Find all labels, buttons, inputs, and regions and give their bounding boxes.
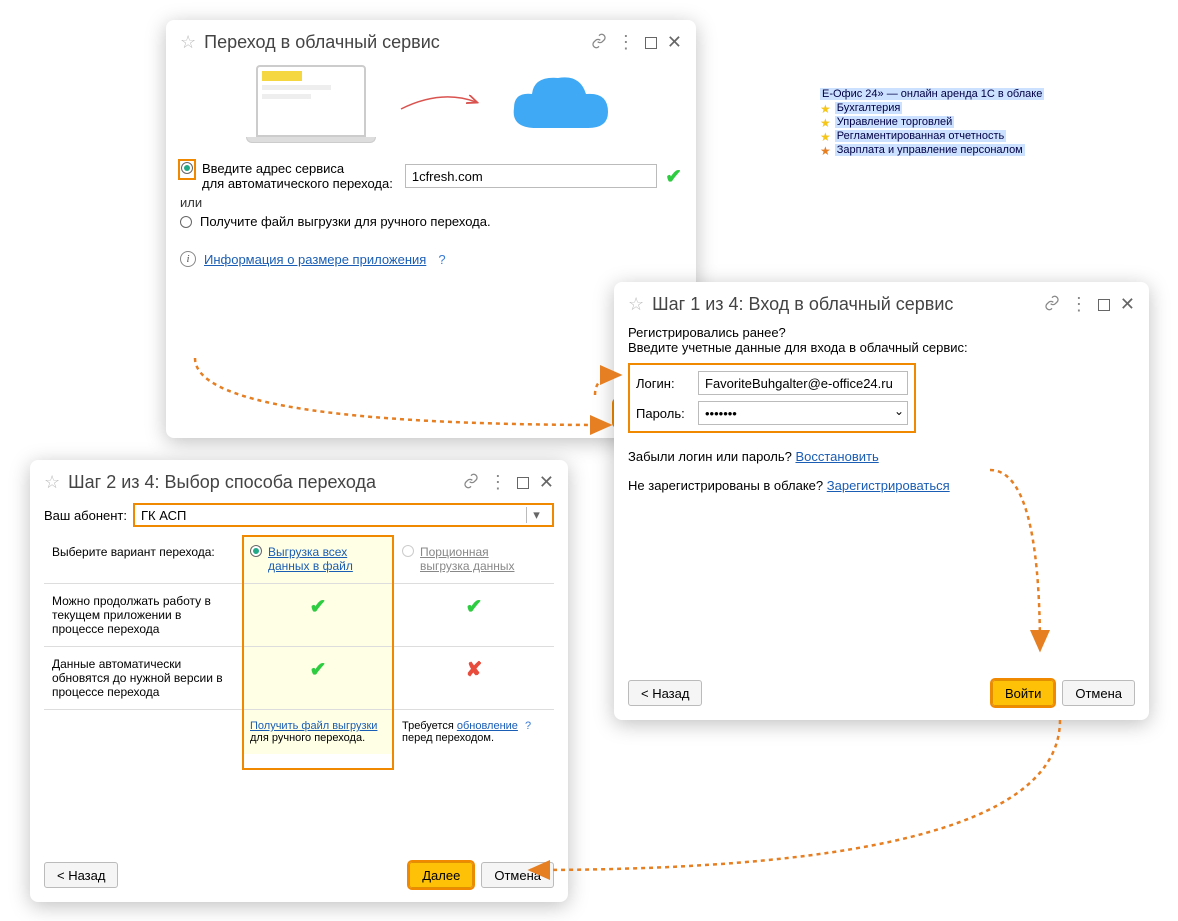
credentials-box: Логин: Пароль: ⌄ — [628, 363, 916, 433]
sidebar-promo: Е-Офис 24» — онлайн аренда 1С в облаке ★… — [820, 88, 1044, 158]
info-icon: i — [180, 251, 196, 267]
radio-auto[interactable] — [181, 162, 193, 174]
option-auto-line2: для автоматического перехода: — [202, 176, 393, 191]
abonent-label: Ваш абонент: — [44, 508, 127, 523]
choice-table: Выберите вариант перехода: Выгрузка всех… — [44, 535, 554, 754]
chevron-down-icon[interactable]: ▾ — [526, 507, 546, 523]
row-continue-work: Можно продолжать работу в текущем прилож… — [44, 584, 242, 647]
radio-portion-export[interactable] — [402, 545, 414, 557]
row-head: Выберите вариант перехода: — [44, 535, 242, 584]
close-icon[interactable]: ✕ — [539, 472, 554, 493]
noreg-text: Не зарегистрированы в облаке? — [628, 478, 823, 493]
check-icon: ✔ — [310, 659, 327, 681]
arrow-icon — [396, 84, 486, 124]
titlebar: ☆ Переход в облачный сервис ⋮ ✕ — [180, 32, 682, 53]
next-button[interactable]: Далее — [409, 862, 473, 888]
link-icon[interactable] — [463, 473, 479, 492]
opt-portion-export[interactable]: Порционнаявыгрузка данных — [420, 545, 515, 573]
window-step1-login: ☆ Шаг 1 из 4: Вход в облачный сервис ⋮ ✕… — [614, 282, 1149, 720]
prompt-sub: Введите учетные данные для входа в облач… — [628, 340, 1135, 355]
abonent-select[interactable]: ГК АСП ▾ — [133, 503, 554, 527]
password-input[interactable] — [698, 401, 908, 425]
option-manual: Получите файл выгрузки для ручного перех… — [180, 214, 682, 229]
maximize-icon[interactable] — [1098, 299, 1110, 311]
more-icon[interactable]: ⋮ — [617, 38, 635, 47]
or-label: или — [180, 195, 682, 210]
radio-manual[interactable] — [180, 216, 192, 228]
maximize-icon[interactable] — [517, 477, 529, 489]
laptop-icon — [246, 65, 376, 143]
abonent-value: ГК АСП — [141, 508, 186, 523]
close-icon[interactable]: ✕ — [667, 32, 682, 53]
service-address-input[interactable] — [405, 164, 657, 188]
get-export-rest: для ручного перехода. — [250, 732, 365, 744]
login-button[interactable]: Войти — [992, 680, 1054, 706]
check-icon: ✔ — [466, 596, 483, 618]
star-icon: ★ — [820, 144, 831, 158]
link-icon[interactable] — [591, 33, 607, 52]
window-step2-method: ☆ Шаг 2 из 4: Выбор способа перехода ⋮ ✕… — [30, 460, 568, 902]
prompt-registered: Регистрировались ранее? — [628, 325, 1135, 340]
link-icon[interactable] — [1044, 295, 1060, 314]
titlebar: ☆ Шаг 1 из 4: Вход в облачный сервис ⋮ ✕ — [628, 294, 1135, 315]
forgot-text: Забыли логин или пароль? — [628, 449, 792, 464]
promo-title: Е-Офис 24» — онлайн аренда 1С в облаке — [820, 88, 1044, 100]
back-button[interactable]: < Назад — [44, 862, 118, 888]
star-icon: ★ — [820, 102, 831, 116]
titlebar: ☆ Шаг 2 из 4: Выбор способа перехода ⋮ ✕ — [44, 472, 554, 493]
noreg-link[interactable]: Зарегистрироваться — [827, 478, 950, 493]
window-title: Шаг 2 из 4: Выбор способа перехода — [68, 472, 455, 493]
transition-graphic — [180, 65, 682, 143]
window-title: Шаг 1 из 4: Вход в облачный сервис — [652, 294, 1036, 315]
star-icon[interactable]: ☆ — [44, 472, 60, 493]
check-icon: ✔ — [665, 164, 682, 189]
login-input[interactable] — [698, 371, 908, 395]
option-auto-line1: Введите адрес сервиса — [202, 161, 393, 176]
chevron-down-icon[interactable]: ⌄ — [894, 404, 904, 418]
cancel-button[interactable]: Отмена — [481, 862, 554, 888]
update-link[interactable]: обновление — [457, 720, 518, 732]
row-auto-update: Данные автоматически обновятся до нужной… — [44, 647, 242, 710]
check-icon: ✔ — [310, 596, 327, 618]
back-button[interactable]: < Назад — [628, 680, 702, 706]
forgot-link[interactable]: Восстановить — [795, 449, 878, 464]
radio-full-export[interactable] — [250, 545, 262, 557]
option-auto: Введите адрес сервиса для автоматическог… — [180, 161, 682, 191]
login-label: Логин: — [636, 376, 692, 391]
info-link[interactable]: Информация о размере приложения — [204, 252, 426, 267]
star-icon[interactable]: ☆ — [180, 32, 196, 53]
star-icon: ★ — [820, 116, 831, 130]
option-manual-label: Получите файл выгрузки для ручного перех… — [200, 214, 491, 229]
star-icon[interactable]: ☆ — [628, 294, 644, 315]
help-icon[interactable]: ? — [438, 252, 445, 267]
maximize-icon[interactable] — [645, 37, 657, 49]
close-icon[interactable]: ✕ — [1120, 294, 1135, 315]
window-title: Переход в облачный сервис — [204, 32, 583, 53]
more-icon[interactable]: ⋮ — [489, 478, 507, 487]
more-icon[interactable]: ⋮ — [1070, 300, 1088, 309]
help-icon[interactable]: ? — [525, 720, 531, 732]
cancel-button[interactable]: Отмена — [1062, 680, 1135, 706]
star-icon: ★ — [820, 130, 831, 144]
radio-highlight — [180, 161, 194, 178]
password-label: Пароль: — [636, 406, 692, 421]
get-export-link[interactable]: Получить файл выгрузки — [250, 720, 377, 732]
x-icon: ✘ — [466, 659, 483, 681]
info-row: i Информация о размере приложения ? — [180, 251, 682, 267]
opt-full-export[interactable]: Выгрузка всехданных в файл — [268, 545, 353, 573]
cloud-icon — [506, 68, 616, 140]
